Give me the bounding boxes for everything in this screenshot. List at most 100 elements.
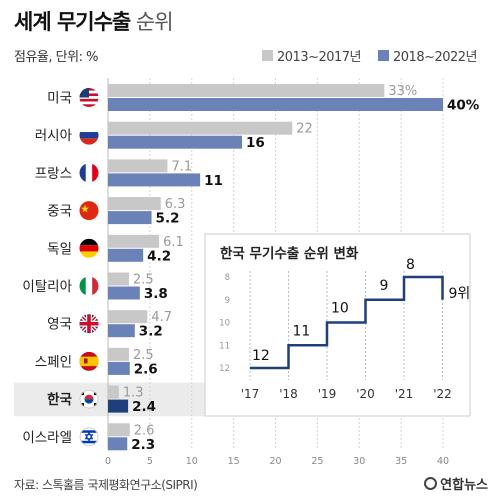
bar-2013-2017: [108, 197, 161, 211]
inset-rank-label: 9위: [449, 286, 471, 302]
data-label-2013-2017: 1.3: [123, 386, 144, 401]
x-tick-label: 20: [269, 456, 281, 467]
x-tick-label: 25: [311, 456, 323, 467]
inset-rank-label: 10: [331, 301, 349, 317]
inset-rank-label: 8: [406, 257, 415, 273]
inset-x-tick-label: '19: [318, 387, 337, 401]
data-label-2018-2022: 2.4: [132, 399, 156, 415]
category-label: 독일: [47, 241, 72, 257]
data-label-2013-2017: 2.5: [133, 273, 154, 288]
bar-2013-2017: [108, 385, 119, 399]
bar-2018-2022: [108, 248, 144, 262]
inset-x-tick-label: '18: [279, 387, 298, 401]
bar-2018-2022: [108, 173, 201, 187]
data-label-2018-2022: 16: [246, 135, 265, 151]
category-label: 미국: [47, 91, 72, 107]
data-label-2013-2017: 2.6: [134, 423, 155, 438]
inset-rank-label: 11: [293, 323, 311, 339]
inset-rank-label: 9: [380, 278, 389, 294]
inset-y-tick-label: 10: [219, 319, 230, 329]
us-flag-icon: [79, 88, 99, 107]
inset-y-tick-label: 11: [219, 341, 230, 351]
x-tick-label: 0: [105, 456, 111, 467]
bar-2018-2022: [108, 286, 140, 300]
title-suffix: 순위: [135, 10, 174, 34]
category-label: 영국: [47, 317, 72, 333]
source-note: 자료: 스톡홀름 국제평화연구소(SIPRI): [14, 478, 198, 492]
bar-2018-2022: [108, 399, 129, 413]
inset-y-tick-label: 8: [225, 273, 230, 283]
inset-x-tick-label: '17: [241, 387, 260, 401]
brand-logo: 연합뉴스: [424, 474, 488, 493]
data-label-2018-2022: 40%: [447, 98, 480, 114]
bar-2013-2017: [108, 423, 130, 437]
inset-y-tick-label: 9: [225, 296, 230, 306]
data-label-2018-2022: 4.2: [147, 248, 171, 264]
legend-item-2013-2017: 2013~2017년: [262, 46, 362, 65]
inset-x-tick-label: '22: [433, 387, 452, 401]
brand-name: 연합뉴스: [440, 478, 488, 493]
data-label-2013-2017: 2.5: [133, 348, 154, 363]
bar-2013-2017: [108, 310, 148, 324]
inset-x-tick-label: '20: [356, 387, 375, 401]
x-tick-label: 5: [147, 456, 153, 467]
data-label-2018-2022: 2.3: [131, 437, 155, 453]
inset-step-line: [250, 275, 444, 370]
category-label: 이스라엘: [22, 430, 72, 446]
legend-swatch-gray: [262, 50, 273, 61]
ru-flag-icon: [79, 125, 99, 145]
kr-flag-icon: [79, 389, 99, 409]
data-label-2018-2022: 3.2: [139, 324, 163, 340]
bar-2018-2022: [108, 437, 128, 451]
bar-2018-2022: [108, 211, 152, 225]
de-flag-icon: [79, 238, 99, 258]
x-tick-label: 40: [437, 456, 449, 467]
bar-2013-2017: [108, 347, 129, 361]
data-label-2013-2017: 6.3: [165, 197, 186, 212]
category-label: 중국: [47, 204, 72, 220]
legend-item-2018-2022: 2018~2022년: [378, 46, 478, 65]
data-label-2018-2022: 11: [204, 173, 223, 189]
bar-2018-2022: [108, 361, 130, 375]
category-label: 프랑스: [35, 166, 72, 182]
category-label: 한국: [47, 392, 72, 408]
title-main: 세계 무기수출: [14, 10, 131, 34]
bar-2018-2022: [108, 135, 242, 149]
fr-flag-icon: [79, 163, 99, 183]
inset-title: 한국 무기수출 순위 변화: [220, 245, 359, 262]
it-flag-icon: [79, 276, 99, 296]
bar-2013-2017: [108, 159, 168, 173]
bar-2018-2022: [108, 98, 443, 111]
bar-2013-2017: [108, 121, 293, 135]
inset-chart: 한국 무기수출 순위 변화 8 9 10 11 12 '17 '18 '19 '20 '21 '22 1…: [204, 233, 471, 417]
legend-swatch-blue: [378, 50, 389, 61]
data-label-2013-2017: 33%: [388, 84, 417, 99]
data-label-2013-2017: 22: [296, 122, 313, 137]
legend-label-2018-2022: 2018~2022년: [393, 50, 478, 65]
data-label-2013-2017: 7.1: [171, 159, 192, 174]
data-label-2018-2022: 2.6: [134, 361, 158, 377]
inset-x-tick-label: '21: [395, 387, 414, 401]
bar-2013-2017: [108, 84, 385, 97]
x-tick-label: 10: [186, 456, 198, 467]
es-flag-icon: [79, 351, 99, 371]
unit-label: 점유율, 단위: %: [14, 50, 98, 65]
inset-y-tick-label: 12: [219, 364, 230, 374]
gb-flag-icon: [79, 314, 99, 334]
x-tick-label: 15: [228, 456, 240, 467]
inset-frame: [204, 233, 471, 417]
brand-mark-icon: [424, 477, 438, 490]
x-tick-label: 30: [353, 456, 365, 467]
category-label: 스페인: [35, 354, 72, 370]
page-title: 세계 무기수출 순위: [14, 6, 174, 36]
cn-flag-icon: [79, 201, 99, 221]
bar-2013-2017: [108, 272, 129, 286]
data-label-2018-2022: 3.8: [144, 286, 168, 302]
category-label: 러시아: [35, 128, 73, 144]
data-label-2013-2017: 6.1: [163, 235, 184, 250]
bar-2018-2022: [108, 324, 135, 338]
legend-label-2013-2017: 2013~2017년: [277, 50, 362, 65]
x-tick-label: 35: [395, 456, 407, 467]
category-label: 이탈리아: [22, 279, 72, 295]
